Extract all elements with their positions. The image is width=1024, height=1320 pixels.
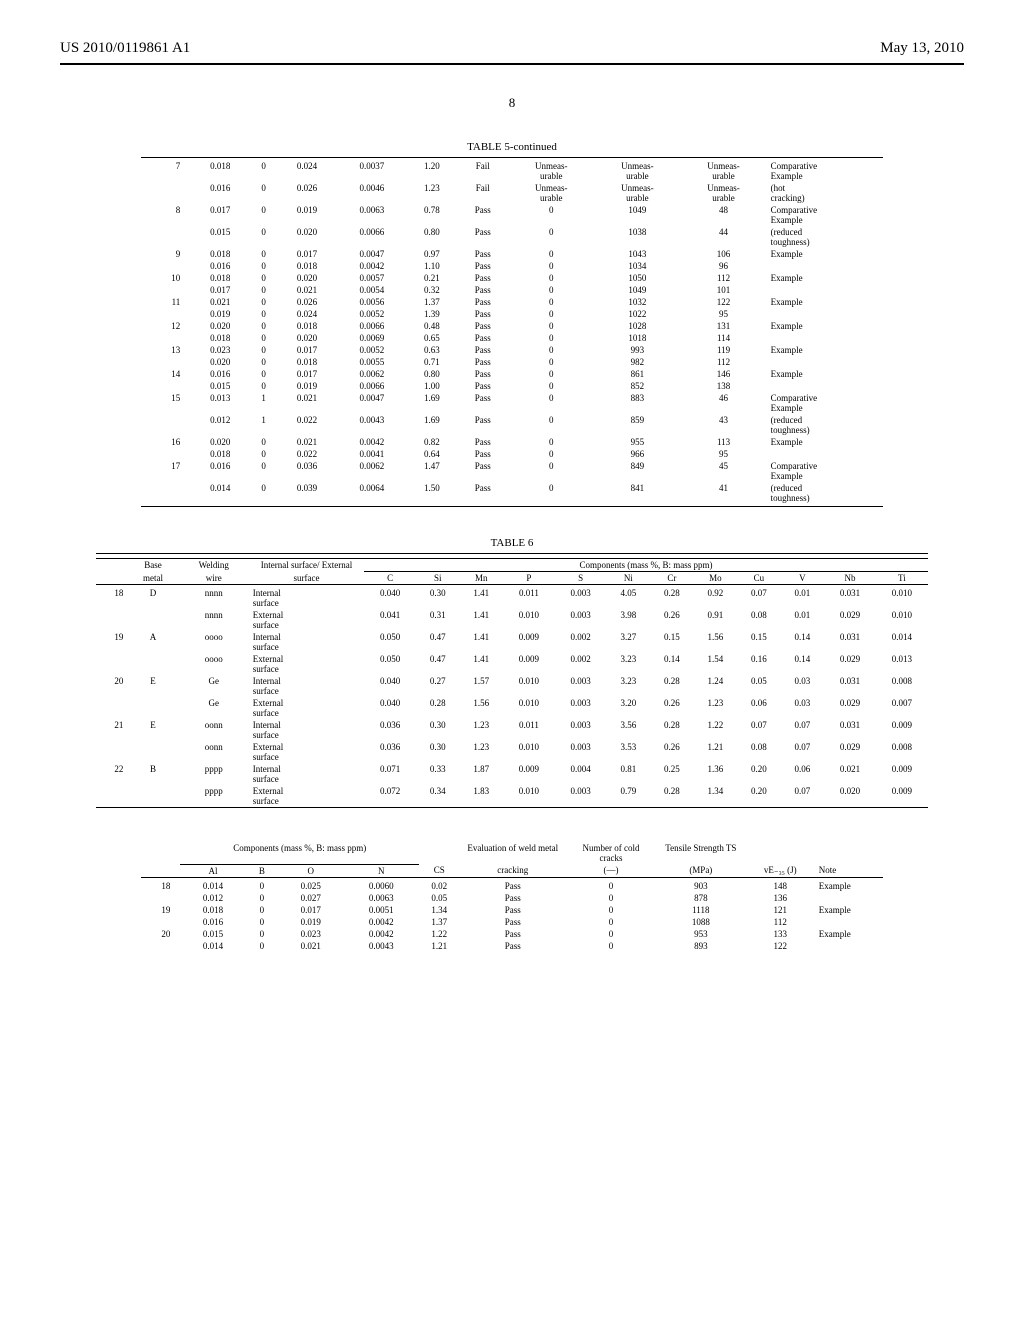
table6a: Base Welding Internal surface/ External … — [96, 553, 928, 812]
table5: 70.01800.0240.00371.20FailUnmeas-urableU… — [141, 157, 882, 507]
publication-date: May 13, 2010 — [880, 40, 964, 57]
col-cracks: Number of cold cracks — [566, 842, 656, 864]
publication-number: US 2010/0119861 A1 — [60, 40, 190, 57]
col-components-b: Components (mass %, B: mass ppm) — [180, 842, 419, 864]
col-ts: Tensile Strength TS — [656, 842, 746, 864]
table5-title: TABLE 5-continued — [60, 141, 964, 153]
col-surface: Internal surface/ External — [249, 559, 364, 572]
col-components: Components (mass %, B: mass ppm) — [364, 559, 928, 572]
col-eval: Evaluation of weld metal — [459, 842, 566, 864]
page-number: 8 — [60, 95, 964, 111]
col-base: Base — [127, 559, 178, 572]
header-rule — [60, 63, 964, 65]
table6-title: TABLE 6 — [60, 537, 964, 549]
page-header: US 2010/0119861 A1 May 13, 2010 — [60, 40, 964, 57]
table6b: Components (mass %, B: mass ppm) Evaluat… — [141, 842, 882, 952]
col-welding: Welding — [179, 559, 249, 572]
